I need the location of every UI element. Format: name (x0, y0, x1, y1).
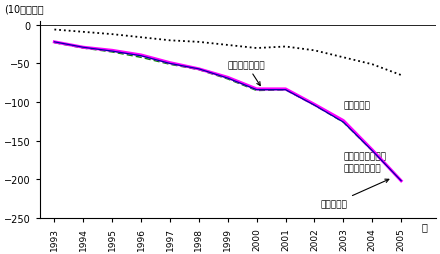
Text: 米中の輸入統計: 米中の輸入統計 (228, 61, 265, 86)
Text: 年: 年 (422, 222, 427, 232)
Text: 中国側統計: 中国側統計 (343, 101, 370, 109)
Text: (10億ドル）: (10億ドル） (4, 4, 44, 14)
Text: 香港を含む中華圏: 香港を含む中華圏 (343, 152, 386, 161)
Text: 米国側統計: 米国側統計 (320, 179, 389, 209)
Text: （米国側統計）: （米国側統計） (343, 164, 381, 172)
